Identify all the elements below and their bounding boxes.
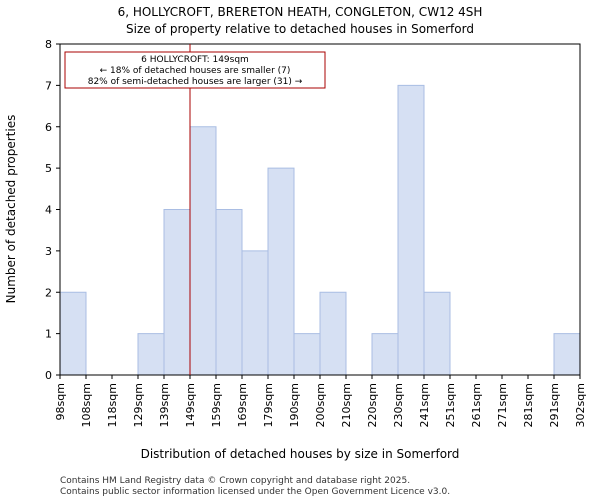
annotation-line-3: 82% of semi-detached houses are larger (… bbox=[88, 77, 303, 87]
x-tick-label: 149sqm bbox=[184, 383, 197, 427]
y-ticks: 0 1 2 3 4 5 6 7 8 bbox=[45, 38, 60, 382]
bar-241sqm bbox=[423, 291, 451, 376]
x-tick-label: 291sqm bbox=[548, 383, 561, 427]
x-tick-label: 139sqm bbox=[158, 383, 171, 427]
bar-169sqm bbox=[241, 250, 269, 376]
x-tick-label: 129sqm bbox=[132, 383, 145, 427]
bar-149sqm bbox=[189, 126, 217, 376]
annotation-line-1: 6 HOLLYCROFT: 149sqm bbox=[141, 55, 249, 65]
y-tick-label: 0 bbox=[45, 369, 52, 382]
annotation-box: 6 HOLLYCROFT: 149sqm ← 18% of detached h… bbox=[64, 51, 326, 89]
bar-129sqm bbox=[137, 333, 165, 376]
bar-190sqm bbox=[293, 333, 321, 376]
footer-line-1: Contains HM Land Registry data © Crown c… bbox=[60, 476, 410, 486]
y-tick-label: 4 bbox=[45, 204, 52, 217]
annotation-frame bbox=[64, 51, 326, 89]
y-tick-label: 3 bbox=[45, 245, 52, 258]
bars-group bbox=[59, 84, 581, 376]
x-tick-label: 230sqm bbox=[392, 383, 405, 427]
annotation-line-2: ← 18% of detached houses are smaller (7) bbox=[100, 66, 291, 76]
x-tick-label: 159sqm bbox=[210, 383, 223, 427]
bar-139sqm bbox=[163, 209, 191, 376]
x-tick-label: 190sqm bbox=[288, 383, 301, 427]
x-tick-label: 169sqm bbox=[236, 383, 249, 427]
y-axis-label: Number of detached properties bbox=[4, 115, 18, 304]
x-axis-label: Distribution of detached houses by size … bbox=[141, 447, 460, 461]
x-tick-label: 98sqm bbox=[54, 383, 67, 420]
x-tick-label: 179sqm bbox=[262, 383, 275, 427]
x-tick-label: 281sqm bbox=[522, 383, 535, 427]
y-tick-label: 5 bbox=[45, 162, 52, 175]
bar-220sqm bbox=[371, 333, 399, 376]
chart-subtitle: Size of property relative to detached ho… bbox=[126, 22, 474, 36]
x-tick-label: 271sqm bbox=[496, 383, 509, 427]
bar-98sqm bbox=[59, 291, 87, 376]
bar-159sqm bbox=[215, 209, 243, 376]
x-tick-label: 108sqm bbox=[80, 383, 93, 427]
y-tick-label: 1 bbox=[45, 328, 52, 341]
y-tick-label: 8 bbox=[45, 38, 52, 51]
x-tick-label: 261sqm bbox=[470, 383, 483, 427]
footer-line-2: Contains public sector information licen… bbox=[60, 487, 450, 497]
x-tick-label: 302sqm bbox=[574, 383, 587, 427]
x-ticks: 98sqm 108sqm 118sqm 129sqm 139sqm 149sqm 159sq… bbox=[54, 375, 587, 427]
bar-230sqm bbox=[397, 84, 425, 376]
bar-291sqm bbox=[553, 333, 581, 376]
x-tick-label: 118sqm bbox=[106, 383, 119, 427]
x-tick-label: 251sqm bbox=[444, 383, 457, 427]
y-tick-label: 6 bbox=[45, 121, 52, 134]
bar-179sqm bbox=[267, 167, 295, 376]
y-tick-label: 7 bbox=[45, 79, 52, 92]
x-tick-label: 220sqm bbox=[366, 383, 379, 427]
y-tick-label: 2 bbox=[45, 286, 52, 299]
bar-200sqm bbox=[319, 291, 347, 376]
chart-title: 6, HOLLYCROFT, BRERETON HEATH, CONGLETON… bbox=[118, 5, 483, 19]
plot-frame bbox=[59, 43, 581, 376]
x-tick-label: 200sqm bbox=[314, 383, 327, 427]
x-tick-label: 210sqm bbox=[340, 383, 353, 427]
x-tick-label: 241sqm bbox=[418, 383, 431, 427]
